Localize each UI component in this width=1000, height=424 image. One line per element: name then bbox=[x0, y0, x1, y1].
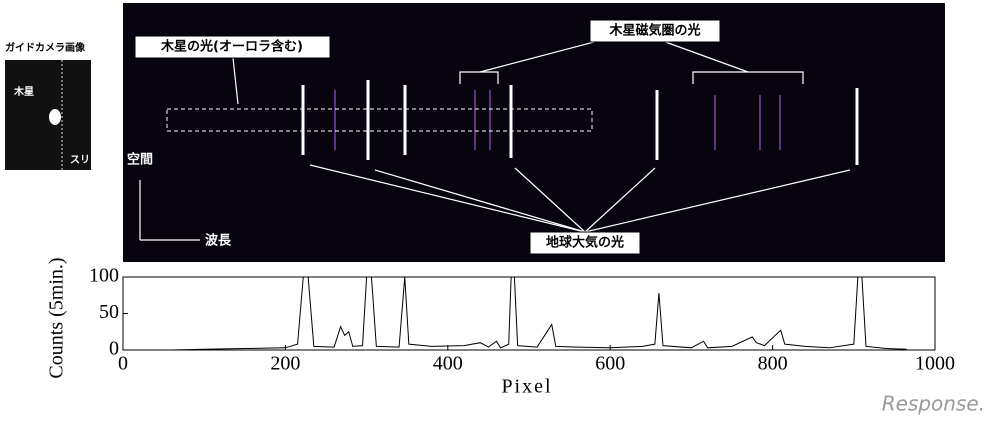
jupiter-spot bbox=[49, 109, 61, 125]
axis-note: 波長 bbox=[205, 233, 232, 249]
plot-frame bbox=[122, 276, 936, 351]
x-tick-label: 1000 bbox=[915, 353, 955, 375]
y-tick-label: 0 bbox=[109, 338, 119, 360]
series-line bbox=[171, 276, 907, 351]
camera-label: 木星 bbox=[13, 85, 34, 98]
x-axis-label: Pixel bbox=[501, 376, 552, 398]
y-axis-label: Counts (5min.) bbox=[46, 257, 68, 378]
x-tick-label: 400 bbox=[433, 353, 463, 375]
watermark: Response. bbox=[882, 392, 985, 416]
x-tick-label: 0 bbox=[118, 353, 128, 375]
faint-lines bbox=[334, 90, 781, 150]
annotation: 木星の光(オーロラ含む) bbox=[160, 39, 303, 55]
camera-image bbox=[5, 60, 91, 170]
annotation: 地球大気の光 bbox=[546, 235, 624, 251]
arrows bbox=[139, 29, 851, 241]
camera-label: スリット bbox=[70, 154, 110, 166]
label-box bbox=[529, 231, 641, 255]
emission-lines bbox=[301, 80, 859, 165]
x-tick-label: 800 bbox=[758, 353, 788, 375]
annotation: 木星磁気圏の光 bbox=[608, 23, 700, 39]
y-tick-label: 50 bbox=[99, 301, 119, 323]
x-tick-label: 200 bbox=[270, 353, 300, 375]
camera-title: ガイドカメラ画像 bbox=[5, 41, 86, 54]
label-box bbox=[134, 35, 331, 59]
x-tick-label: 600 bbox=[595, 353, 625, 375]
label-box bbox=[589, 19, 721, 43]
y-tick-label: 100 bbox=[89, 265, 119, 287]
jupiter-region bbox=[166, 108, 593, 132]
axis-note: 空間 bbox=[127, 152, 153, 168]
